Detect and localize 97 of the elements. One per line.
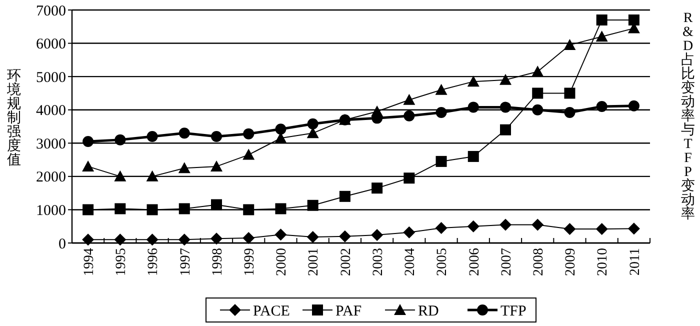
point xyxy=(114,134,126,146)
y-tick-label: 1000 xyxy=(36,202,66,219)
point xyxy=(211,199,222,210)
point xyxy=(435,222,448,234)
text: R&D占比变动率与TFP变动率 xyxy=(681,11,695,222)
point xyxy=(564,88,576,99)
point xyxy=(596,101,608,112)
point xyxy=(114,170,126,182)
x-tick-label: 1995 xyxy=(114,248,130,276)
point xyxy=(338,230,351,242)
x-tick-label: 1999 xyxy=(242,248,258,276)
y-axis-title: 环境规制强度值 xyxy=(6,69,21,168)
point xyxy=(435,84,448,95)
point xyxy=(307,118,318,130)
legend-label: PAF xyxy=(336,303,362,320)
point xyxy=(371,229,384,242)
point xyxy=(82,160,94,172)
x-tick-label: 2010 xyxy=(596,248,611,276)
point xyxy=(500,102,511,113)
point xyxy=(275,124,286,135)
point xyxy=(275,203,286,214)
point xyxy=(243,128,254,140)
point xyxy=(403,226,416,238)
point xyxy=(274,228,287,241)
point xyxy=(467,76,480,87)
point xyxy=(500,218,512,231)
point xyxy=(242,148,255,160)
x-tick-label: 1997 xyxy=(178,248,194,276)
point xyxy=(596,14,608,26)
point xyxy=(564,38,576,50)
x-tick-label: 1994 xyxy=(82,248,97,276)
point xyxy=(82,204,94,216)
x-tick-label: 2007 xyxy=(499,248,514,276)
point xyxy=(467,220,480,232)
point xyxy=(146,130,158,142)
legend-label: PACE xyxy=(253,303,290,320)
point xyxy=(210,232,222,245)
point xyxy=(404,110,415,122)
x-tick-label: 2001 xyxy=(306,248,322,276)
point xyxy=(500,124,511,136)
point xyxy=(307,200,318,211)
point xyxy=(628,100,640,112)
point xyxy=(500,74,512,85)
x-tick-label: 2009 xyxy=(564,248,579,276)
point xyxy=(146,170,158,182)
point xyxy=(436,107,447,118)
point xyxy=(82,234,94,246)
point xyxy=(178,128,190,139)
y-tick-label: 0 xyxy=(58,236,66,252)
point xyxy=(532,88,544,99)
y-tick-label: 6000 xyxy=(36,36,66,53)
x-tick-label: 1998 xyxy=(210,248,226,276)
point xyxy=(628,222,640,235)
x-tick-label: 2005 xyxy=(435,248,450,276)
legend-label: RD xyxy=(418,303,440,320)
point xyxy=(403,94,416,105)
point xyxy=(243,204,254,216)
point xyxy=(211,130,222,142)
point xyxy=(178,234,190,246)
point xyxy=(210,160,222,172)
point xyxy=(596,30,608,42)
x-tick-label: 2004 xyxy=(403,248,418,276)
point xyxy=(146,204,158,216)
point xyxy=(178,203,190,214)
x-tick-label: 2003 xyxy=(370,248,386,276)
point xyxy=(82,136,94,147)
point xyxy=(404,172,415,184)
point xyxy=(468,150,479,162)
point xyxy=(146,234,158,246)
x-tick-label: 2000 xyxy=(274,248,290,276)
y-tick-label: 2000 xyxy=(36,170,66,186)
point xyxy=(564,107,576,118)
y-tick-label: 4000 xyxy=(36,103,66,120)
point xyxy=(532,218,544,231)
point xyxy=(564,223,576,236)
x-tick-label: 2006 xyxy=(467,248,482,276)
point xyxy=(114,203,126,214)
point xyxy=(532,66,544,77)
point xyxy=(628,14,640,26)
point xyxy=(242,232,255,244)
point xyxy=(468,102,479,113)
point xyxy=(372,182,383,194)
y-tick-label: 3000 xyxy=(36,136,66,152)
x-tick-label: 1996 xyxy=(146,248,162,276)
legend-label: TFP xyxy=(500,303,526,320)
x-tick-label: 2002 xyxy=(338,248,354,276)
x-tick-label: 2011 xyxy=(628,248,643,276)
point xyxy=(339,190,350,202)
point xyxy=(306,231,319,244)
x-tick-label: 2008 xyxy=(532,248,547,276)
point xyxy=(532,104,544,116)
y-tick-label: 5000 xyxy=(36,70,66,86)
point xyxy=(436,156,447,167)
point xyxy=(178,162,190,174)
y-tick-label: 7000 xyxy=(36,3,66,20)
point xyxy=(596,223,608,236)
point xyxy=(114,234,126,246)
